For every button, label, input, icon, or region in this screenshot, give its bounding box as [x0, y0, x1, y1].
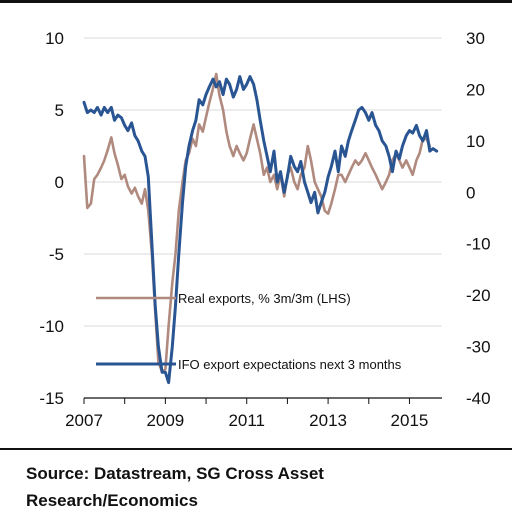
series-layer — [82, 72, 439, 385]
source-divider — [0, 448, 512, 450]
x-tick-label: 2009 — [146, 411, 184, 430]
top-rule — [0, 0, 512, 3]
left-tick-label: -10 — [39, 317, 64, 336]
right-tick-label: -30 — [466, 338, 491, 357]
left-axis-tick-labels: 10 5 0 -5 -10 -15 — [39, 29, 64, 408]
legend: Real exports, % 3m/3m (LHS) IFO export ex… — [96, 291, 402, 372]
right-tick-label: 30 — [466, 29, 485, 48]
legend-label: IFO export expectations next 3 months — [178, 357, 402, 372]
source-note: Source: Datastream, SG Cross Asset Resea… — [26, 464, 324, 510]
right-tick-label: 0 — [466, 183, 475, 202]
axes — [83, 397, 442, 404]
right-tick-label: -20 — [466, 286, 491, 305]
right-tick-label: -40 — [466, 389, 491, 408]
left-tick-label: 5 — [55, 101, 64, 120]
x-tick-label: 2013 — [309, 411, 347, 430]
left-tick-label: -15 — [39, 389, 64, 408]
legend-label: Real exports, % 3m/3m (LHS) — [178, 291, 351, 306]
series-line-real-exports — [82, 72, 432, 374]
right-axis-tick-labels: 30 20 10 0 -10 -20 -30 -40 — [466, 29, 491, 408]
left-tick-label: -5 — [49, 245, 64, 264]
x-tick-label: 2015 — [391, 411, 429, 430]
right-tick-label: -10 — [466, 235, 491, 254]
left-tick-label: 0 — [55, 173, 64, 192]
left-tick-label: 10 — [45, 29, 64, 48]
right-tick-label: 20 — [466, 80, 485, 99]
gridlines — [84, 37, 442, 327]
series-line-ifo-expectations — [82, 75, 439, 385]
right-tick-label: 10 — [466, 132, 485, 151]
x-tick-label: 2007 — [65, 411, 103, 430]
x-tick-label: 2011 — [228, 411, 265, 430]
x-axis-tick-labels: 2007 2009 2011 2013 2015 — [65, 411, 428, 430]
